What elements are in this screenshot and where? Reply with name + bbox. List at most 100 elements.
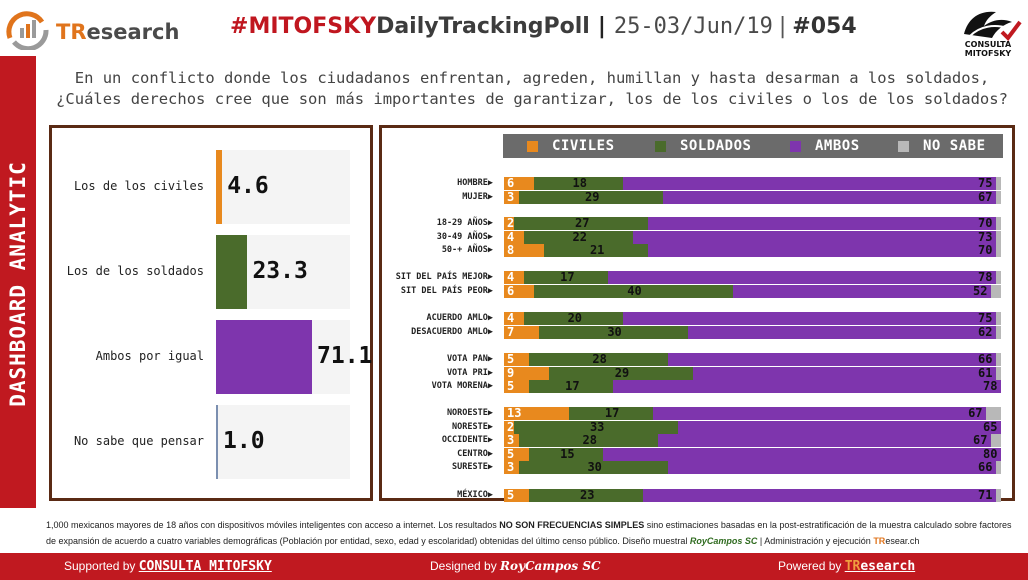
legend-swatch-soldados [655, 140, 666, 152]
stacked-bar-value: 2 [507, 419, 515, 434]
legend-item-ambos: AMBOS [790, 134, 860, 158]
stacked-bar-value: 78 [983, 379, 998, 394]
stacked-bar-segment [504, 190, 519, 204]
stacked-bar-segment [623, 177, 997, 190]
overall-bar [216, 150, 223, 224]
footer-text-3: | Administración y ejecución [757, 536, 874, 546]
side-label: DASHBOARD ANALYTIC [6, 161, 30, 407]
chart-legend: CIVILES SOLDADOS AMBOS NO SABE [503, 134, 1003, 158]
stacked-bar-segment [504, 420, 514, 434]
date-range: 25-03/Jun/19 [613, 14, 773, 39]
stacked-bar-value: 21 [589, 243, 605, 258]
stacked-bar-segment [504, 271, 524, 284]
stacked-bar-segment [518, 190, 664, 204]
stacked-bar-value: 62 [978, 324, 993, 339]
stacked-bar-value: 3 [507, 433, 515, 448]
question-line-1: En un conflicto donde los ciudadanos enf… [74, 69, 990, 87]
legend-swatch-civiles [527, 140, 538, 152]
legend-item-no-sabe: NO SABE [898, 134, 986, 158]
stacked-bar-segment [991, 284, 1001, 298]
stacked-bar-segment [608, 271, 997, 284]
tresearch-logo-icon [6, 11, 49, 52]
stacked-bar-segment [603, 447, 1001, 461]
survey-question: En un conflicto donde los ciudadanos enf… [40, 68, 1024, 110]
supported-by: Supported by CONSULTA MITOFSKY [64, 559, 272, 574]
stacked-bar-segment [732, 284, 992, 298]
overall-bar-track [216, 150, 350, 224]
stacked-bar-value: 61 [978, 365, 993, 380]
stacked-bar-value: 4 [507, 270, 515, 284]
overall-bar [216, 235, 248, 309]
stacked-bar-segment [504, 353, 529, 366]
stacked-bar-value: 29 [584, 189, 600, 204]
powered-by-rest: esearch [860, 559, 916, 574]
stacked-bar-segment [538, 325, 688, 339]
side-band [0, 56, 36, 508]
legend-label-no-sabe: NO SABE [923, 138, 986, 154]
legend-swatch-ambos [790, 140, 801, 152]
stacked-bar-value: 3 [507, 460, 515, 475]
stacked-bar-segment [504, 434, 519, 448]
stacked-bar-segment [996, 489, 1001, 502]
stacked-bar-value: 67 [978, 189, 993, 204]
stacked-bar-value: 23 [580, 488, 595, 502]
supported-by-name: CONSULTA MITOFSKY [138, 559, 272, 574]
stacked-bar-value: 65 [983, 419, 998, 434]
consulta-mitofsky-caption: CONSULTA MITOFSKY [964, 40, 1012, 58]
stacked-bar-segment [996, 230, 1001, 244]
stacked-bar-segment [504, 461, 519, 475]
breakdown-row-label: NORESTE▶ [452, 421, 493, 432]
stacked-bar-segment [613, 380, 1001, 394]
stacked-bar-segment [996, 461, 1001, 475]
stacked-bar-value: 75 [978, 311, 993, 325]
breakdown-row-label: OCCIDENTE▶ [441, 435, 493, 446]
stacked-bar-value: 78 [978, 270, 993, 284]
stacked-bar-segment [504, 407, 569, 420]
title-separator: | [597, 14, 606, 39]
stacked-bar-segment [504, 217, 514, 230]
question-line-2: ¿Cuáles derechos cree que son más import… [56, 90, 1008, 108]
stacked-bar-value: 3 [507, 189, 515, 204]
stacked-bar-value: 13 [507, 406, 522, 420]
stacked-bar-value: 4 [507, 311, 515, 325]
stacked-bar-value: 70 [978, 243, 993, 258]
stacked-bar-segment [504, 366, 549, 380]
powered-by-tr: TR [844, 559, 861, 574]
stacked-bar-segment [504, 177, 534, 190]
breakdown-row-label: DESACUERDO AMLO▶ [411, 326, 493, 337]
stacked-bar-value: 66 [978, 460, 993, 475]
stacked-bar-value: 9 [507, 365, 515, 380]
breakdown-row-label: NOROESTE▶ [446, 408, 493, 418]
stacked-bar-value: 5 [507, 446, 515, 461]
supported-by-label: Supported by [64, 559, 139, 573]
mitofsky-emblem-icon [964, 11, 1022, 42]
stacked-bar-segment [568, 407, 654, 420]
breakdown-row-label: CENTRO▶ [457, 448, 493, 459]
stacked-bar-value: 30 [607, 324, 622, 339]
legend-item-soldados: SOLDADOS [655, 134, 751, 158]
overall-bar-value: 71.1 [317, 343, 373, 369]
stacked-bar-segment [991, 434, 1001, 448]
footer-bold: NO SON FRECUENCIAS SIMPLES [499, 520, 645, 530]
footer-text-1: 1,000 mexicanos mayores de 18 años con d… [46, 520, 500, 530]
stacked-bar-segment [668, 353, 997, 366]
stacked-bar-segment [528, 447, 604, 461]
breakdown-row-label: MUJER▶ [462, 191, 493, 202]
stacked-bar-segment [523, 271, 609, 284]
stacked-bar-segment [504, 380, 529, 394]
stacked-bar-value: 70 [978, 216, 993, 230]
overall-bar-value: 23.3 [252, 258, 308, 284]
title-separator-2: | [778, 14, 787, 39]
stacked-bar-segment [663, 190, 997, 204]
tresearch-logo: TResearch [4, 8, 179, 52]
stacked-bar-segment [643, 489, 997, 502]
stacked-bar-segment [996, 190, 1001, 204]
overall-category-label: Ambos por igual [95, 349, 204, 363]
stacked-bar-segment [648, 217, 997, 230]
stacked-bar-segment [523, 230, 634, 244]
breakdown-row-label: MÉXICO▶ [457, 490, 493, 500]
header: TResearch #MITOFSKYDailyTrackingPoll | 25-… [0, 0, 1028, 58]
stacked-bar-segment [504, 312, 524, 325]
stacked-bar-value: 66 [978, 352, 993, 366]
stacked-bar-segment [518, 461, 668, 475]
